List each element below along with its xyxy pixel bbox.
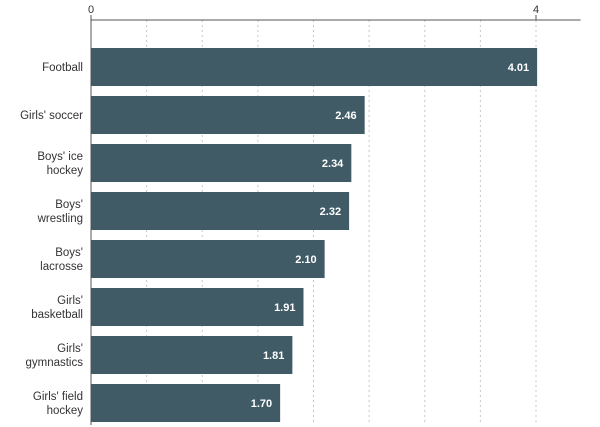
bar-value-label: 2.10 — [295, 254, 316, 266]
category-label: Girls' field hockey — [33, 391, 83, 417]
bar — [91, 336, 293, 374]
bar — [91, 240, 325, 278]
bar — [91, 48, 538, 86]
bar-value-label: 1.91 — [274, 302, 295, 314]
bar-value-label: 4.01 — [508, 62, 529, 74]
bar-value-label: 2.46 — [335, 110, 356, 122]
x-tick-label: 0 — [88, 4, 94, 16]
bar — [91, 144, 352, 182]
x-tick-label: 4 — [533, 4, 539, 16]
bar — [91, 96, 365, 134]
bars: 4.01 2.46 2.34 2.32 2.10 1.91 1.81 1.70 — [91, 48, 538, 422]
bar-value-label: 2.34 — [322, 158, 344, 170]
category-label: Football — [42, 62, 83, 74]
bar-value-label: 1.81 — [263, 350, 284, 362]
bar — [91, 288, 304, 326]
category-label: Girls' gymnastics — [25, 343, 83, 369]
bar — [91, 384, 281, 422]
bar — [91, 192, 350, 230]
bar-value-label: 1.70 — [251, 398, 272, 410]
category-label: Girls' soccer — [20, 110, 83, 122]
category-label: Girls' basketball — [31, 295, 83, 321]
category-labels: Football Girls' soccer Boys' ice hockey Boys… — [20, 62, 83, 417]
category-label: Boys' lacrosse — [40, 247, 83, 273]
category-label: Boys' ice hockey — [37, 151, 83, 177]
category-label: Boys' wrestling — [37, 199, 83, 225]
bar-value-label: 2.32 — [320, 206, 341, 218]
